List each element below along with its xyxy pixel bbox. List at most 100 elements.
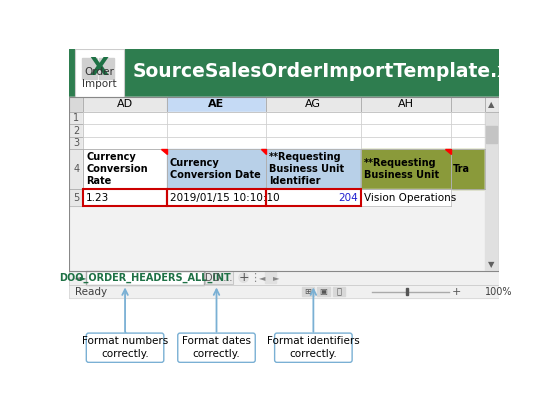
Bar	[83, 149, 167, 189]
Bar	[83, 189, 167, 206]
Bar	[485, 112, 499, 124]
Bar	[361, 112, 450, 124]
Polygon shape	[445, 149, 450, 155]
Text: +: +	[452, 286, 461, 297]
Text: 2: 2	[73, 126, 79, 135]
Text: AE: AE	[208, 100, 224, 109]
Text: 1: 1	[73, 113, 79, 123]
FancyBboxPatch shape	[86, 333, 164, 362]
Bar	[69, 112, 83, 124]
Bar	[266, 189, 361, 206]
Bar	[167, 97, 266, 112]
Bar	[450, 124, 485, 137]
Bar	[167, 112, 266, 124]
Bar	[485, 97, 499, 112]
Bar	[450, 149, 485, 189]
Bar	[302, 287, 314, 296]
Bar	[86, 271, 204, 285]
Bar	[266, 149, 361, 189]
Bar	[86, 271, 204, 285]
Bar	[69, 149, 83, 189]
Bar	[69, 97, 83, 112]
Text: X: X	[90, 56, 109, 80]
Bar	[167, 137, 266, 149]
Text: 5: 5	[73, 193, 79, 202]
Bar	[167, 189, 266, 206]
Text: ►: ►	[80, 273, 86, 282]
Bar	[266, 137, 361, 149]
Bar	[83, 112, 167, 124]
Bar	[69, 137, 83, 149]
Bar	[266, 124, 361, 137]
Text: 3: 3	[73, 138, 79, 148]
Text: ◄: ◄	[74, 273, 80, 282]
Bar	[361, 189, 450, 206]
Bar	[83, 124, 167, 137]
Bar	[69, 271, 499, 285]
Bar	[485, 189, 499, 206]
Bar	[99, 69, 114, 79]
Bar	[406, 288, 408, 295]
Text: ⊞: ⊞	[305, 287, 311, 296]
Text: Currency
Conversion Date: Currency Conversion Date	[170, 158, 261, 180]
Bar	[69, 97, 499, 271]
Bar	[81, 69, 97, 79]
Bar	[69, 124, 83, 137]
Text: 204: 204	[338, 193, 357, 202]
Bar	[317, 287, 330, 296]
Text: ◄: ◄	[259, 273, 265, 282]
Circle shape	[239, 273, 248, 282]
Bar	[167, 189, 266, 206]
Bar	[485, 137, 499, 149]
Bar	[450, 97, 485, 112]
Bar	[167, 149, 266, 189]
Text: 2019/01/15 10:10:10: 2019/01/15 10:10:10	[170, 193, 280, 202]
FancyBboxPatch shape	[75, 49, 124, 97]
Text: ⋮: ⋮	[249, 273, 260, 283]
Text: Tra: Tra	[453, 164, 470, 174]
Text: AH: AH	[398, 100, 414, 109]
Text: ►: ►	[273, 273, 279, 282]
Text: AG: AG	[305, 100, 321, 109]
Bar	[485, 112, 499, 271]
Text: **Requesting
Business Unit
Identifier: **Requesting Business Unit Identifier	[269, 152, 345, 186]
Bar	[485, 124, 499, 137]
Text: DOO_ORDER_HEADERS_ALL_INT: DOO_ORDER_HEADERS_ALL_INT	[59, 273, 231, 283]
Text: **Requesting
Business Unit: **Requesting Business Unit	[364, 158, 439, 180]
Text: Vision Operations: Vision Operations	[364, 193, 456, 202]
Bar	[83, 189, 167, 206]
Bar	[450, 137, 485, 149]
Text: ▲: ▲	[489, 100, 495, 109]
FancyBboxPatch shape	[275, 333, 352, 362]
Text: ▣: ▣	[320, 287, 327, 296]
Bar	[69, 189, 83, 206]
Bar	[99, 58, 114, 68]
Bar	[83, 137, 167, 149]
Bar	[167, 124, 266, 137]
Text: AD: AD	[117, 100, 133, 109]
Bar	[486, 126, 497, 143]
Bar	[266, 97, 361, 112]
Bar	[361, 124, 450, 137]
Text: SourceSalesOrderImportTemplate.xlsm: SourceSalesOrderImportTemplate.xlsm	[133, 62, 547, 81]
Bar	[361, 137, 450, 149]
Bar	[450, 112, 485, 124]
Bar	[333, 287, 345, 296]
Text: ▼: ▼	[489, 260, 495, 269]
Bar	[205, 271, 233, 284]
FancyBboxPatch shape	[178, 333, 255, 362]
Bar	[69, 285, 499, 298]
Text: Order
Import: Order Import	[82, 67, 117, 89]
Polygon shape	[261, 149, 266, 155]
Text: Format numbers
correctly.: Format numbers correctly.	[82, 336, 168, 359]
Bar	[69, 49, 499, 97]
Text: ⬜: ⬜	[336, 287, 341, 296]
Text: +: +	[238, 271, 249, 284]
Bar	[205, 271, 233, 284]
Text: DO ...: DO ...	[205, 273, 233, 283]
Bar	[81, 58, 97, 68]
Text: 1.23: 1.23	[86, 193, 110, 202]
Bar	[83, 97, 167, 112]
Text: 100%: 100%	[485, 286, 512, 297]
Bar	[485, 149, 499, 189]
